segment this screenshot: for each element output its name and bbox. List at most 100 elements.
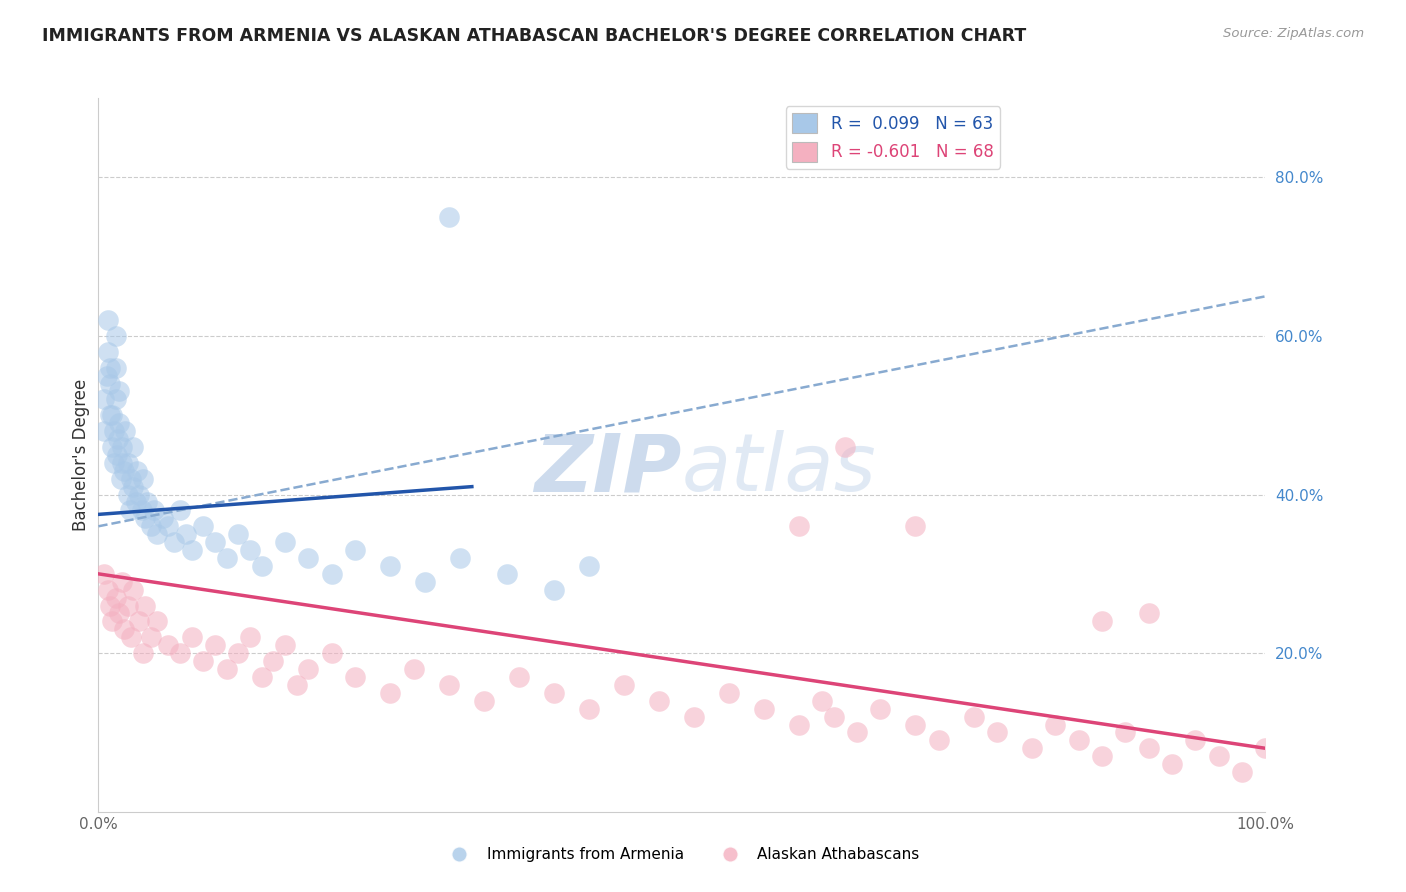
Point bbox=[1184, 733, 1206, 747]
Point bbox=[134, 599, 156, 613]
Point bbox=[928, 733, 950, 747]
Point bbox=[297, 662, 319, 676]
Point bbox=[132, 646, 155, 660]
Point bbox=[437, 210, 460, 224]
Point bbox=[682, 709, 704, 723]
Point bbox=[136, 495, 159, 509]
Point bbox=[117, 599, 139, 613]
Point bbox=[134, 511, 156, 525]
Point bbox=[128, 615, 150, 629]
Point bbox=[1021, 741, 1043, 756]
Y-axis label: Bachelor's Degree: Bachelor's Degree bbox=[72, 379, 90, 531]
Point bbox=[846, 725, 869, 739]
Point bbox=[93, 424, 115, 438]
Point bbox=[93, 566, 115, 581]
Point bbox=[1091, 749, 1114, 764]
Point bbox=[152, 511, 174, 525]
Point bbox=[146, 527, 169, 541]
Point bbox=[169, 646, 191, 660]
Point bbox=[104, 392, 127, 407]
Point bbox=[98, 409, 121, 423]
Point bbox=[97, 582, 120, 597]
Point bbox=[180, 630, 202, 644]
Point bbox=[193, 654, 215, 668]
Point bbox=[543, 582, 565, 597]
Point bbox=[118, 503, 141, 517]
Point bbox=[1254, 741, 1277, 756]
Point bbox=[1091, 615, 1114, 629]
Point bbox=[647, 694, 669, 708]
Point bbox=[752, 701, 775, 715]
Point bbox=[449, 551, 471, 566]
Point bbox=[101, 615, 124, 629]
Point bbox=[169, 503, 191, 517]
Point bbox=[1114, 725, 1136, 739]
Point bbox=[104, 329, 127, 343]
Point bbox=[904, 519, 927, 533]
Point bbox=[180, 543, 202, 558]
Point bbox=[321, 566, 343, 581]
Point bbox=[96, 368, 118, 383]
Point bbox=[105, 448, 128, 462]
Point bbox=[215, 551, 238, 566]
Text: Source: ZipAtlas.com: Source: ZipAtlas.com bbox=[1223, 27, 1364, 40]
Text: ZIP: ZIP bbox=[534, 430, 682, 508]
Point bbox=[114, 424, 136, 438]
Point bbox=[157, 638, 180, 652]
Point bbox=[112, 464, 135, 478]
Point bbox=[157, 519, 180, 533]
Point bbox=[143, 503, 166, 517]
Point bbox=[239, 543, 262, 558]
Point bbox=[174, 527, 197, 541]
Point bbox=[495, 566, 517, 581]
Point bbox=[112, 623, 135, 637]
Point bbox=[228, 646, 250, 660]
Point bbox=[98, 360, 121, 375]
Point bbox=[274, 638, 297, 652]
Point bbox=[93, 392, 115, 407]
Point bbox=[437, 678, 460, 692]
Point bbox=[108, 384, 131, 399]
Point bbox=[1137, 741, 1160, 756]
Point bbox=[378, 558, 402, 573]
Point bbox=[904, 717, 927, 731]
Point bbox=[986, 725, 1008, 739]
Point bbox=[122, 440, 145, 454]
Point bbox=[228, 527, 250, 541]
Point bbox=[104, 360, 127, 375]
Point bbox=[128, 487, 150, 501]
Point bbox=[110, 472, 132, 486]
Point bbox=[472, 694, 495, 708]
Point bbox=[811, 694, 834, 708]
Point bbox=[139, 630, 162, 644]
Point bbox=[139, 519, 162, 533]
Point bbox=[117, 456, 139, 470]
Point bbox=[578, 558, 600, 573]
Point bbox=[378, 686, 402, 700]
Point bbox=[250, 670, 273, 684]
Point bbox=[402, 662, 425, 676]
Point bbox=[111, 456, 134, 470]
Point bbox=[117, 487, 139, 501]
Point bbox=[787, 519, 810, 533]
Point bbox=[823, 709, 845, 723]
Point bbox=[122, 582, 145, 597]
Point bbox=[344, 543, 367, 558]
Point bbox=[103, 456, 125, 470]
Point bbox=[111, 574, 134, 589]
Point bbox=[98, 376, 121, 391]
Point bbox=[107, 432, 129, 446]
Point bbox=[132, 472, 155, 486]
Point bbox=[613, 678, 636, 692]
Point bbox=[962, 709, 984, 723]
Point bbox=[125, 464, 148, 478]
Point bbox=[108, 607, 131, 621]
Point bbox=[869, 701, 891, 715]
Point bbox=[1230, 765, 1253, 780]
Point bbox=[1161, 757, 1184, 772]
Point bbox=[239, 630, 262, 644]
Point bbox=[543, 686, 565, 700]
Point bbox=[98, 599, 121, 613]
Point bbox=[321, 646, 343, 660]
Point bbox=[717, 686, 740, 700]
